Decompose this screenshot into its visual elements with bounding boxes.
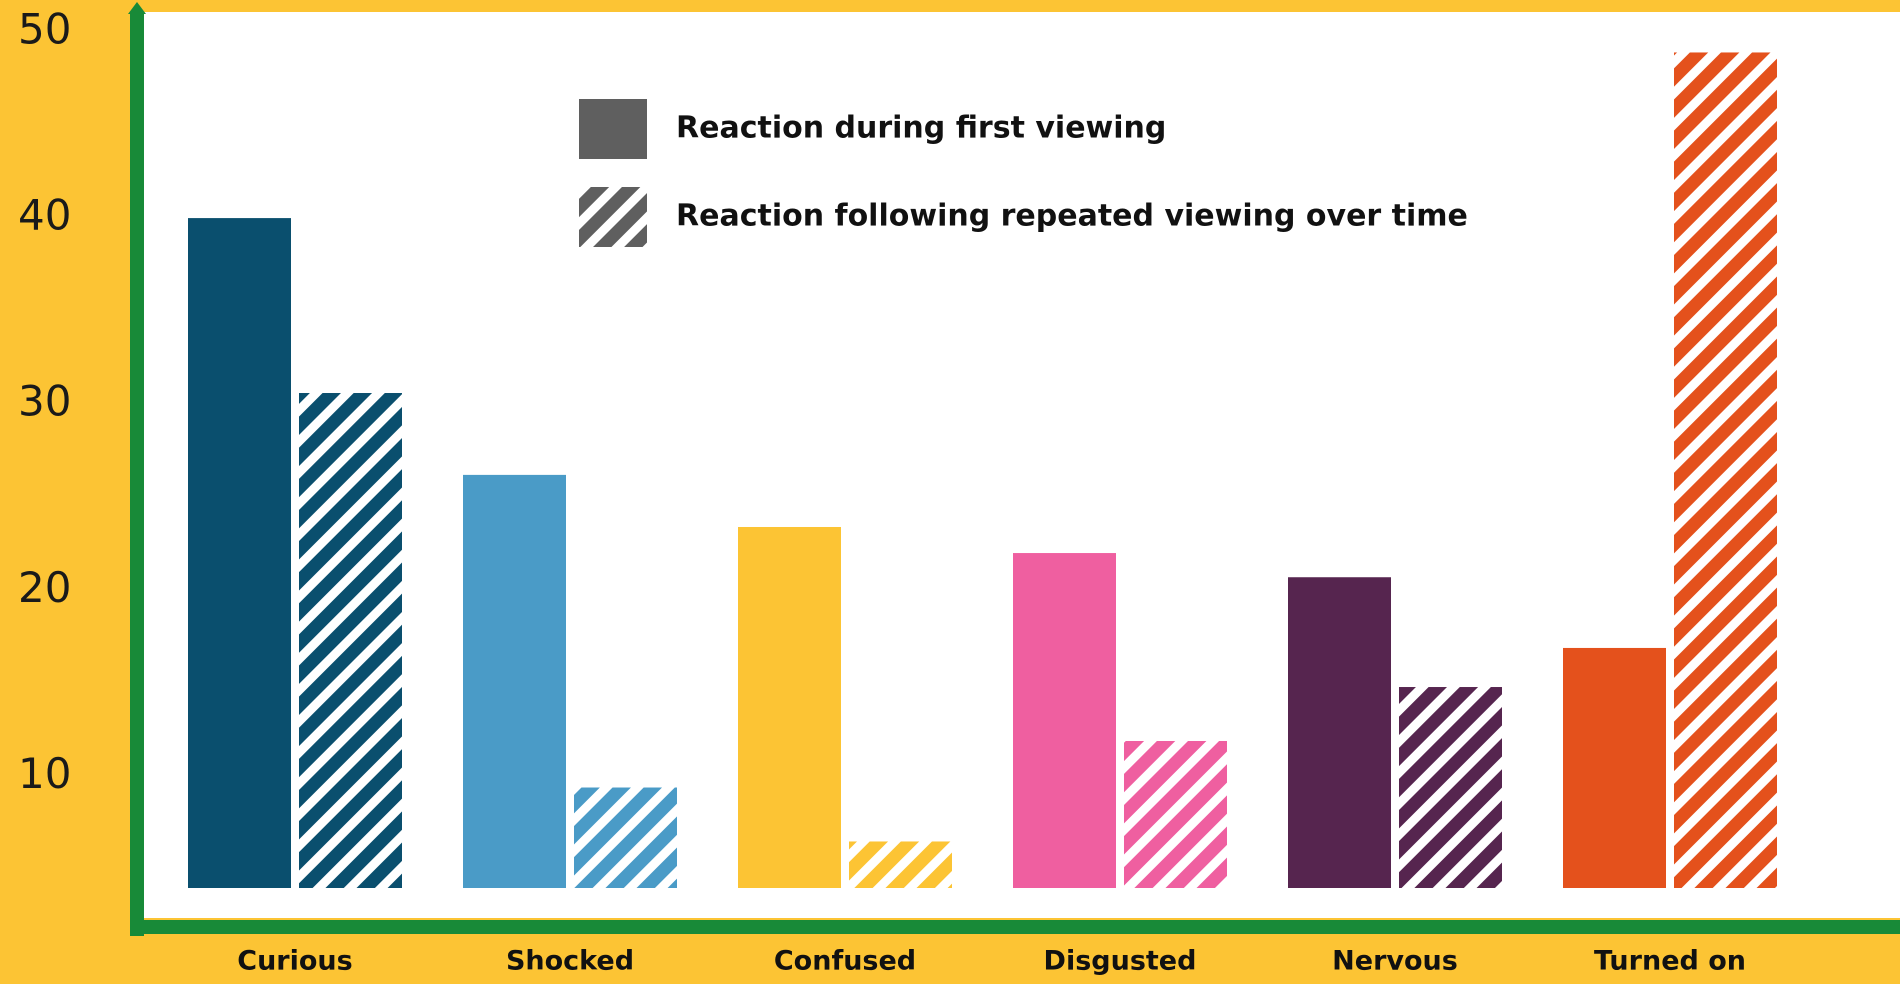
bar	[1563, 647, 1666, 888]
legend-label: Reaction following repeated viewing over…	[676, 199, 1468, 234]
y-tick-label: 40	[18, 191, 71, 240]
x-tick-label: Disgusted	[1044, 946, 1197, 977]
y-axis-arrow	[128, 2, 146, 14]
x-tick-label: Nervous	[1332, 946, 1458, 977]
x-tick-label: Shocked	[506, 946, 634, 977]
y-tick-label: 30	[18, 377, 71, 426]
x-tick-label: Turned on	[1594, 946, 1746, 977]
bar	[1288, 577, 1391, 888]
y-tick-label: 10	[18, 749, 71, 798]
bar	[188, 218, 291, 888]
x-tick-label: Curious	[237, 946, 352, 977]
bar	[1674, 52, 1777, 889]
x-axis	[130, 920, 1900, 934]
y-axis	[130, 12, 144, 936]
y-tick-label: 20	[18, 563, 71, 612]
x-tick-label: Confused	[774, 946, 916, 977]
bar	[1013, 553, 1116, 888]
legend-label: Reaction during first viewing	[676, 111, 1166, 146]
bar	[1124, 740, 1227, 888]
bar	[574, 787, 677, 888]
bar	[299, 393, 402, 888]
bar	[849, 841, 952, 888]
legend-swatch	[579, 99, 647, 159]
bar	[738, 526, 841, 888]
bar	[463, 474, 566, 888]
bar	[1399, 687, 1502, 888]
y-tick-label: 50	[18, 5, 71, 54]
legend-swatch	[579, 187, 647, 247]
